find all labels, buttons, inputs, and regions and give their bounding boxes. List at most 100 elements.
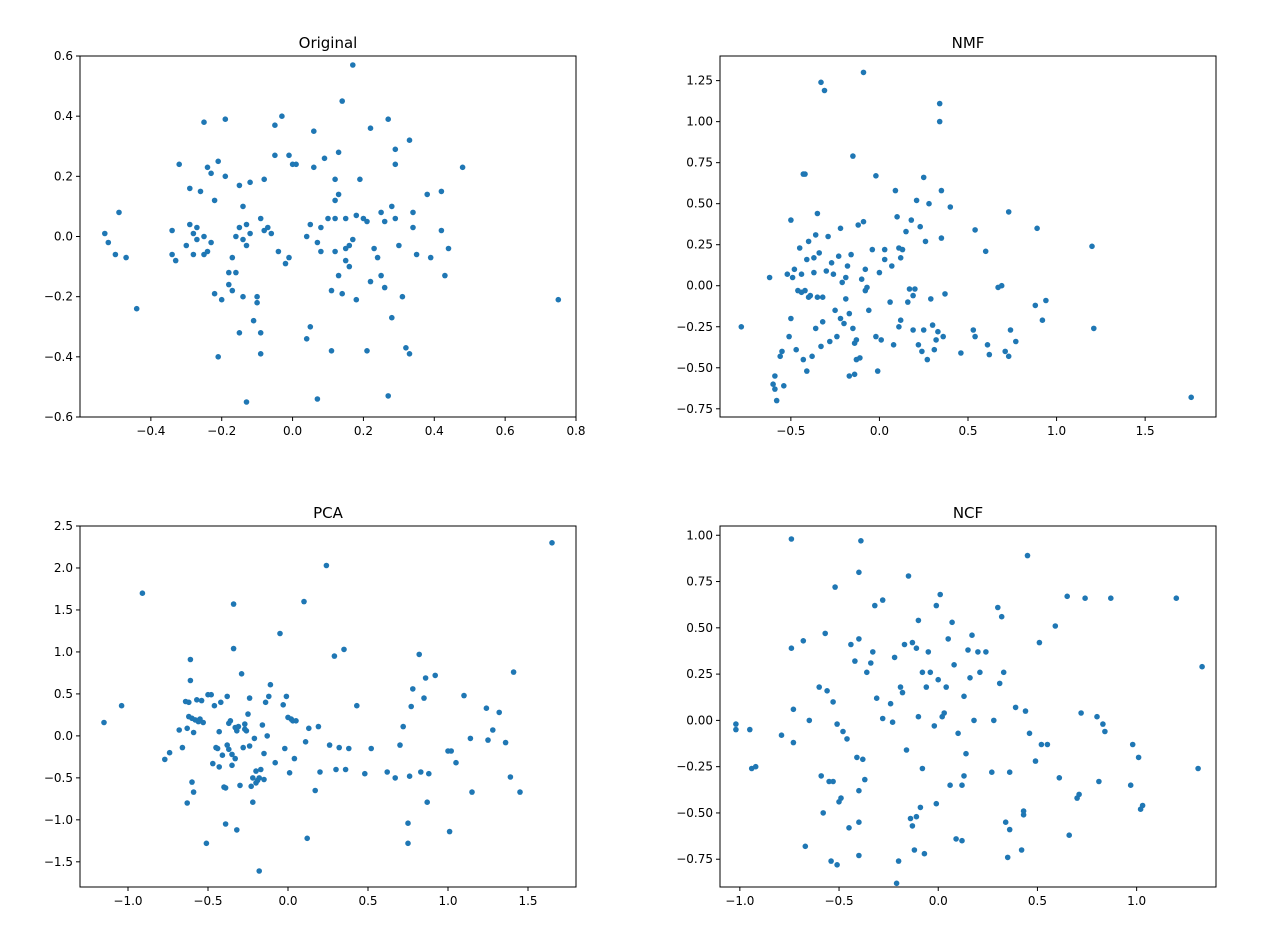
data-point	[807, 292, 814, 299]
data-point	[250, 799, 256, 805]
data-point	[899, 246, 906, 253]
data-point	[788, 217, 794, 223]
data-point	[840, 728, 846, 735]
data-point	[925, 649, 932, 655]
data-point	[926, 200, 932, 207]
data-point	[827, 338, 833, 345]
data-point	[796, 245, 803, 251]
data-point	[894, 214, 900, 220]
data-point	[216, 764, 222, 770]
data-point	[899, 689, 906, 696]
data-point	[1022, 708, 1029, 714]
data-point	[335, 191, 342, 198]
data-point	[219, 752, 226, 758]
data-point	[1036, 639, 1043, 646]
data-point	[984, 342, 991, 348]
data-point	[392, 215, 399, 222]
data-point	[947, 204, 954, 210]
data-point	[911, 847, 918, 853]
data-point	[232, 755, 238, 762]
data-point	[256, 868, 263, 874]
data-point	[938, 235, 945, 241]
data-point	[218, 699, 224, 706]
data-point	[873, 333, 879, 340]
data-points	[738, 69, 1194, 404]
data-point	[972, 227, 978, 233]
y-tick-label: −0.25	[676, 320, 713, 334]
data-point	[235, 723, 242, 730]
data-point	[123, 254, 129, 261]
data-point	[483, 705, 490, 711]
data-point	[384, 769, 391, 775]
data-point	[896, 324, 902, 330]
data-point	[400, 723, 407, 730]
data-point	[233, 269, 239, 276]
data-point	[367, 278, 374, 285]
data-point	[752, 763, 759, 770]
data-point	[176, 161, 182, 168]
data-point	[929, 322, 936, 328]
data-point	[1100, 721, 1106, 727]
data-point	[448, 748, 455, 754]
x-tick-label: 0.2	[354, 424, 373, 438]
y-tick-label: −0.4	[44, 350, 73, 364]
x-tick-label: 0.5	[358, 894, 377, 908]
plot-frame	[79, 525, 577, 888]
data-point	[747, 726, 753, 733]
data-point	[204, 164, 211, 171]
data-point	[912, 286, 918, 292]
data-point	[1173, 595, 1180, 601]
data-point	[105, 239, 112, 246]
data-point	[229, 254, 236, 261]
data-point	[240, 203, 246, 210]
data-point	[1129, 741, 1136, 748]
data-points	[101, 540, 555, 874]
data-point	[873, 695, 880, 701]
data-point	[843, 296, 849, 302]
data-point	[224, 742, 230, 748]
data-point	[919, 669, 926, 676]
data-point	[951, 662, 957, 668]
data-point	[853, 337, 860, 343]
y-tick-label: 0.00	[686, 713, 713, 727]
data-point	[891, 654, 898, 661]
data-point	[459, 164, 466, 171]
data-point	[854, 754, 860, 761]
data-point	[935, 328, 941, 335]
data-point	[421, 695, 427, 701]
data-point	[226, 746, 232, 753]
y-tick-label: −0.75	[676, 402, 713, 416]
data-point	[972, 333, 978, 340]
data-point	[983, 649, 989, 655]
data-point	[251, 735, 258, 742]
data-point	[941, 710, 947, 716]
data-point	[869, 246, 876, 253]
x-tick-label: 1.0	[1127, 894, 1146, 908]
data-point	[927, 669, 934, 676]
data-point	[396, 242, 402, 249]
data-point	[1038, 741, 1045, 748]
data-point	[1026, 730, 1033, 737]
data-point	[862, 776, 868, 783]
data-point	[1199, 663, 1205, 670]
data-point	[850, 325, 856, 332]
data-point	[257, 351, 264, 357]
data-point	[211, 702, 218, 709]
data-point	[336, 744, 343, 751]
data-point	[897, 684, 904, 690]
data-point	[247, 230, 253, 237]
data-point	[811, 254, 817, 261]
data-point	[903, 747, 910, 753]
subplot-ncf: NCF −1.0 −0.5 0.0 0.5 1.0 −0.75 −0.50 −0.25 0.00 0…	[676, 504, 1217, 908]
data-point	[970, 327, 977, 333]
data-point	[187, 185, 193, 192]
data-point	[862, 266, 869, 273]
data-point	[286, 770, 293, 776]
data-point	[887, 299, 893, 305]
data-point	[303, 336, 310, 342]
data-point	[874, 368, 881, 374]
data-point	[915, 713, 922, 720]
x-tick-label: 0.0	[870, 424, 889, 438]
subplot-nmf: NMF −0.5 0.0 0.5 1.0 1.5 −0.75 −0.50 −0.25 0.00 0.…	[676, 34, 1217, 438]
data-point	[1096, 778, 1102, 785]
